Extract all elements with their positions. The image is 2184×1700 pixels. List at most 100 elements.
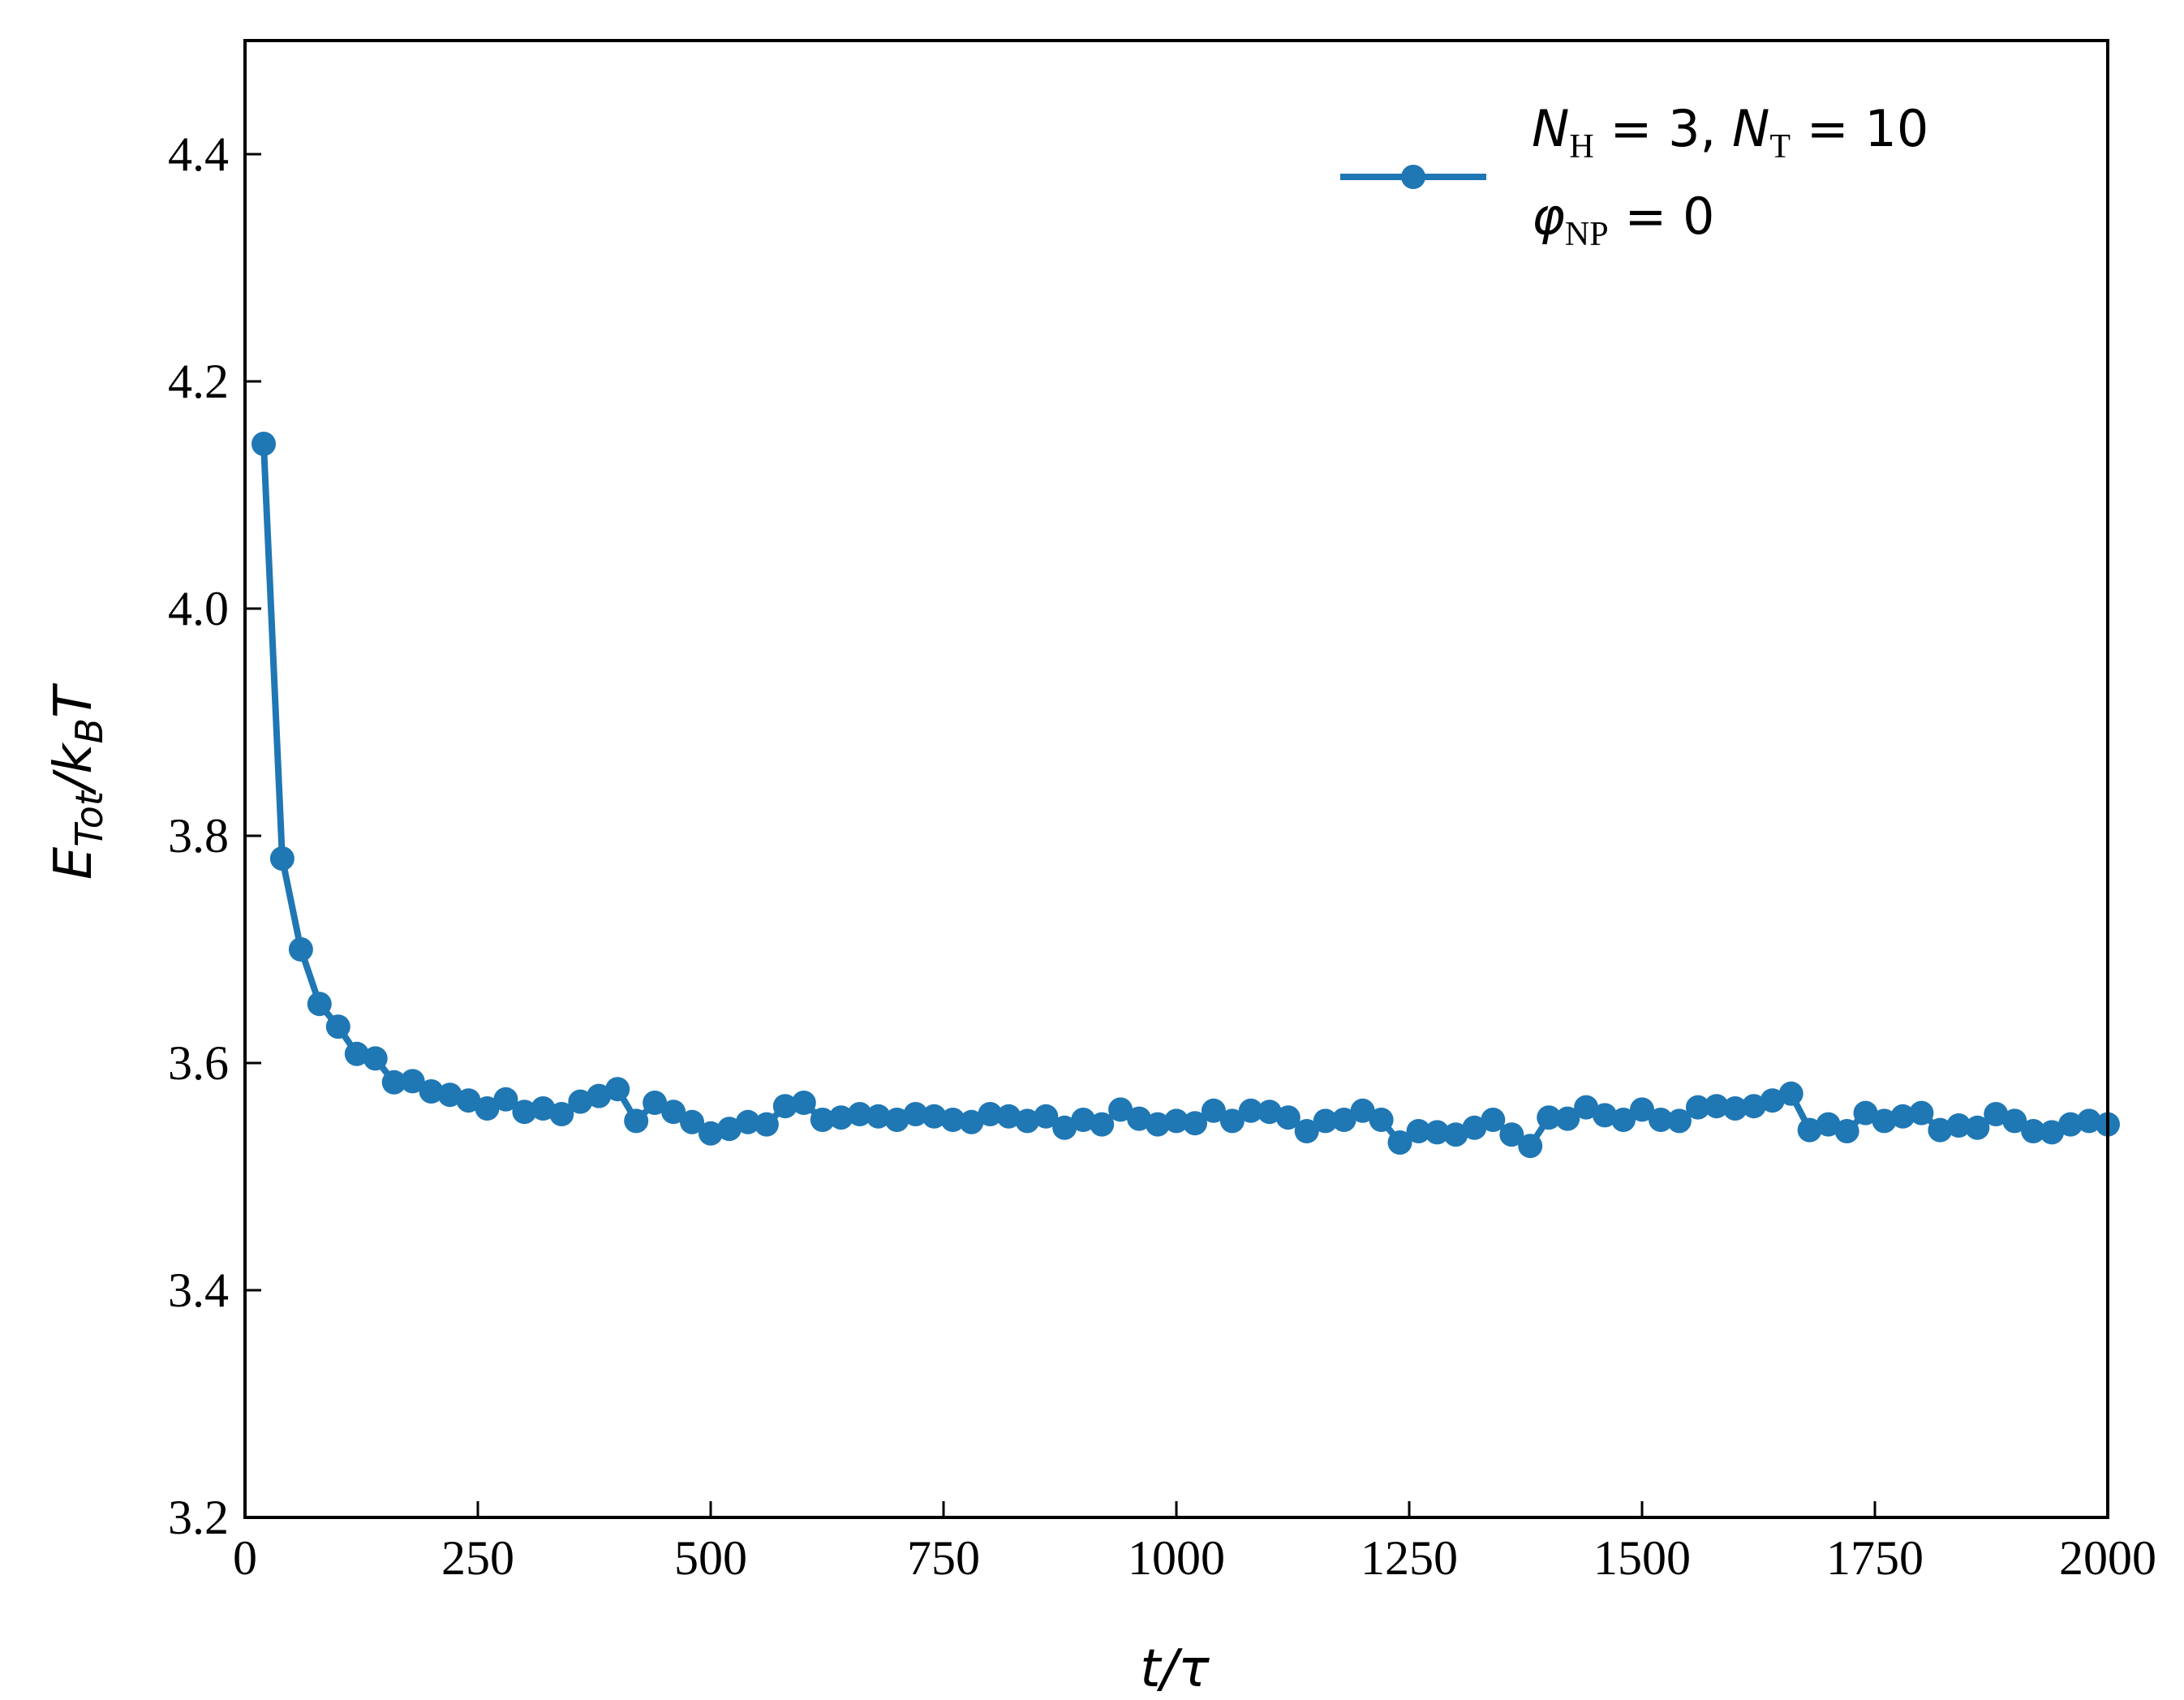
data-point	[1984, 1102, 2009, 1126]
x-axis-label: t/τ	[1140, 1639, 1210, 1699]
data-point	[325, 1014, 350, 1039]
x-tick-label: 1250	[1361, 1531, 1458, 1585]
axis-ticks: 0 250 500 750 1000 1250 1500 1750 2000 3.2 3.4 3.6 3…	[168, 127, 2156, 1585]
data-point	[1275, 1105, 1301, 1130]
data-point	[1219, 1108, 1245, 1134]
y-tick-label: 4.2	[168, 355, 229, 408]
data-point	[1238, 1098, 1263, 1123]
data-point	[1201, 1098, 1226, 1123]
data-point	[791, 1091, 816, 1115]
data-point	[1481, 1108, 1506, 1132]
data-point	[2021, 1119, 2046, 1143]
data-point	[1704, 1094, 1729, 1119]
data-point	[1574, 1095, 1599, 1120]
data-point	[996, 1104, 1021, 1129]
data-point	[381, 1069, 406, 1095]
data-point	[1425, 1120, 1450, 1145]
y-label-e: E	[44, 846, 104, 880]
y-label-k: k	[44, 742, 104, 774]
legend: NH = 3, NT = 10 φNP = 0	[1340, 99, 1928, 253]
x-label-t: t	[1140, 1639, 1163, 1699]
data-point	[363, 1046, 388, 1071]
y-tick-label: 4.0	[168, 582, 229, 635]
data-point	[1909, 1100, 1934, 1125]
data-point	[493, 1087, 518, 1112]
data-point	[1946, 1113, 1971, 1138]
data-point	[1518, 1134, 1543, 1159]
data-point	[1406, 1119, 1431, 1143]
x-tick-label: 750	[907, 1531, 980, 1585]
data-point	[288, 937, 313, 962]
y-tick-label: 3.2	[168, 1491, 229, 1544]
data-point	[1183, 1111, 1207, 1136]
data-point	[307, 992, 332, 1017]
data-point	[1034, 1104, 1059, 1129]
data-point	[1872, 1108, 1897, 1134]
data-point	[587, 1083, 612, 1108]
data-point	[568, 1089, 593, 1114]
x-tick-label: 0	[233, 1531, 257, 1585]
data-point	[1331, 1108, 1356, 1132]
data-point	[754, 1112, 779, 1137]
data-point	[922, 1104, 947, 1129]
data-point	[1816, 1112, 1841, 1137]
data-point	[1722, 1096, 1748, 1121]
data-point	[269, 846, 294, 871]
data-point	[1797, 1117, 1822, 1143]
data-point	[2002, 1108, 2027, 1134]
data-point	[1630, 1097, 1654, 1122]
series-energy	[252, 432, 2120, 1159]
legend-eq2: = 10	[1791, 99, 1928, 158]
data-point	[437, 1082, 462, 1108]
data-point	[1127, 1106, 1152, 1131]
data-point	[1834, 1119, 1859, 1143]
data-point	[1108, 1097, 1133, 1122]
y-label-e-sub: Tot	[67, 790, 111, 847]
legend-n-h-sub: H	[1569, 128, 1593, 166]
data-point	[1928, 1117, 1953, 1143]
data-point	[810, 1108, 835, 1132]
data-point	[400, 1069, 425, 1094]
data-point	[1778, 1081, 1804, 1106]
data-point	[680, 1109, 704, 1134]
legend-eq3: = 0	[1609, 187, 1715, 246]
data-point	[847, 1102, 872, 1126]
data-point	[735, 1109, 760, 1134]
data-point	[866, 1104, 891, 1129]
data-point	[2077, 1108, 2101, 1134]
x-tick-label: 500	[674, 1531, 747, 1585]
data-point	[1462, 1115, 1487, 1140]
legend-phi: φ	[1532, 187, 1565, 246]
data-point	[661, 1100, 686, 1125]
y-tick-label: 3.8	[168, 809, 229, 863]
data-point	[1350, 1098, 1375, 1123]
data-point	[1052, 1115, 1077, 1140]
data-point	[828, 1105, 853, 1130]
data-point	[1499, 1122, 1524, 1147]
data-point	[1890, 1104, 1915, 1129]
y-tick-label: 4.4	[168, 127, 229, 181]
data-point	[903, 1102, 928, 1126]
data-point	[1146, 1112, 1170, 1137]
data-point	[605, 1077, 630, 1102]
data-point	[1387, 1130, 1412, 1155]
legend-n-t: N	[1732, 99, 1769, 158]
legend-marker-swatch	[1401, 165, 1425, 189]
data-point	[1369, 1108, 1394, 1132]
y-label-k-sub: B	[67, 718, 111, 744]
x-tick-label: 1000	[1128, 1531, 1225, 1585]
data-point	[1760, 1088, 1785, 1113]
data-point	[1853, 1100, 1878, 1125]
data-point	[1015, 1108, 1040, 1134]
data-point	[959, 1109, 984, 1134]
data-point	[1685, 1095, 1710, 1120]
data-point	[1741, 1094, 1766, 1119]
data-point	[456, 1088, 481, 1113]
data-point	[252, 432, 276, 456]
data-point	[475, 1096, 500, 1121]
data-point	[717, 1117, 742, 1142]
legend-label-line1: NH = 3, NT = 10	[1532, 99, 1928, 166]
x-tick-label: 250	[441, 1531, 514, 1585]
data-point	[1593, 1103, 1618, 1128]
data-point	[2040, 1120, 2065, 1145]
